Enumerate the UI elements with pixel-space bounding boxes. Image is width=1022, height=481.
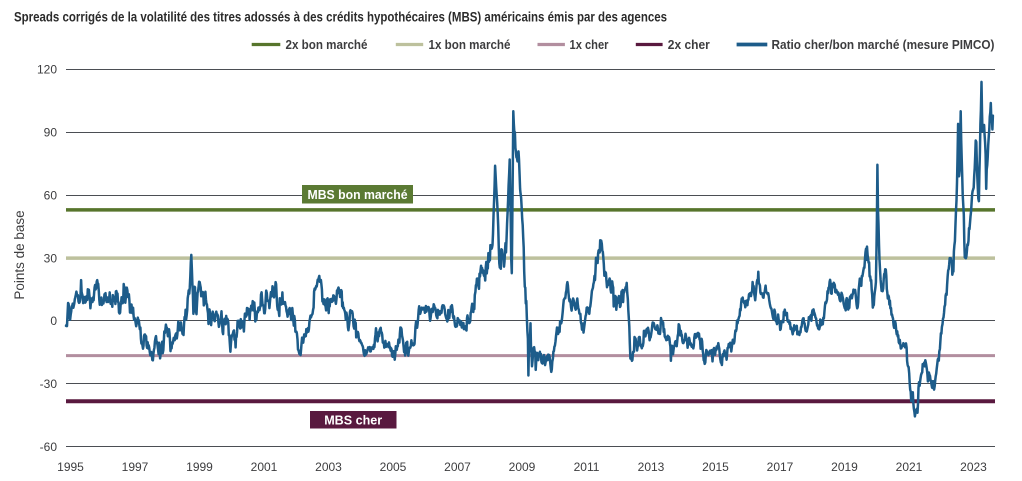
svg-text:Ratio cher/bon marché (mesure: Ratio cher/bon marché (mesure PIMCO) [772, 37, 995, 52]
svg-text:MBS cher: MBS cher [324, 412, 382, 427]
svg-text:1995: 1995 [57, 460, 84, 474]
svg-text:1x bon marché: 1x bon marché [429, 37, 511, 52]
svg-text:2003: 2003 [315, 460, 342, 474]
svg-text:0: 0 [50, 314, 57, 328]
svg-text:2x bon marché: 2x bon marché [286, 37, 368, 52]
svg-text:2013: 2013 [638, 460, 665, 474]
svg-text:90: 90 [44, 126, 58, 140]
svg-text:-30: -30 [40, 377, 58, 391]
svg-text:2017: 2017 [767, 460, 794, 474]
svg-text:60: 60 [44, 188, 58, 202]
svg-text:MBS bon marché: MBS bon marché [308, 187, 408, 202]
svg-text:2009: 2009 [509, 460, 536, 474]
svg-text:2x cher: 2x cher [668, 37, 710, 52]
svg-text:2015: 2015 [702, 460, 729, 474]
svg-text:2023: 2023 [960, 460, 987, 474]
svg-text:1999: 1999 [186, 460, 213, 474]
svg-text:-60: -60 [40, 440, 58, 454]
svg-text:2007: 2007 [444, 460, 471, 474]
svg-text:1997: 1997 [122, 460, 149, 474]
svg-text:Points de base: Points de base [12, 210, 27, 299]
svg-text:2019: 2019 [831, 460, 858, 474]
svg-text:120: 120 [37, 63, 57, 77]
svg-text:2021: 2021 [896, 460, 923, 474]
svg-text:Spreads corrigés de la volatil: Spreads corrigés de la volatilité des ti… [14, 9, 667, 25]
svg-text:2005: 2005 [380, 460, 407, 474]
svg-text:1x cher: 1x cher [570, 37, 609, 52]
svg-text:2001: 2001 [251, 460, 278, 474]
svg-text:2011: 2011 [574, 460, 600, 474]
svg-text:30: 30 [44, 251, 58, 265]
